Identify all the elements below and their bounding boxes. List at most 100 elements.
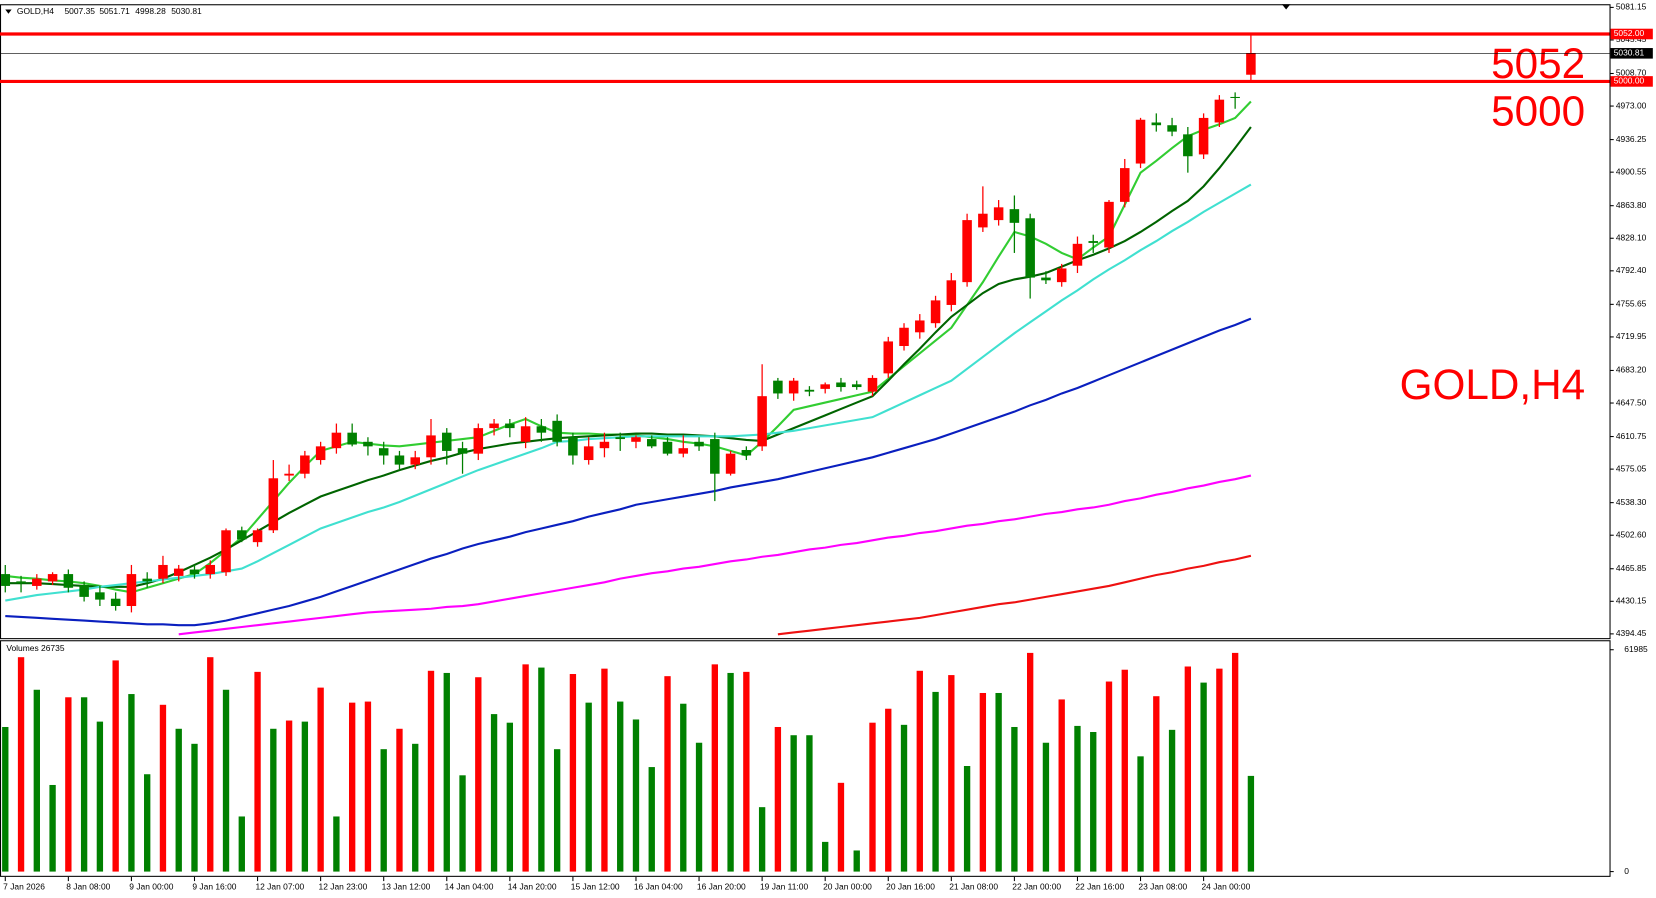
volume-bar (475, 677, 482, 872)
y-tick-label: 5008.70 (1616, 68, 1647, 78)
candle-body (725, 453, 736, 474)
candle-body (205, 564, 216, 575)
candle-body (110, 598, 121, 607)
volume-bar (427, 670, 435, 872)
price-plot (1, 34, 1256, 636)
x-tick-label: 22 Jan 16:00 (1075, 882, 1124, 892)
volume-bar (207, 657, 214, 872)
volume-bar (33, 689, 40, 872)
candle-body (1167, 125, 1177, 132)
x-tick-label: 15 Jan 12:00 (571, 882, 620, 892)
candle-body (394, 455, 405, 465)
x-tick-label: 16 Jan 20:00 (697, 882, 746, 892)
candle-body (552, 420, 562, 442)
volume-bar (2, 726, 9, 872)
x-tick-label: 7 Jan 2026 (3, 882, 45, 892)
volume-bar (680, 703, 687, 872)
candle-body (773, 380, 783, 394)
y-tick-label: 5081.15 (1616, 2, 1647, 12)
candle-body (378, 448, 389, 456)
shift-marker (1281, 4, 1291, 10)
candle-body (32, 578, 42, 586)
candle-body (221, 530, 231, 573)
volume-bar (743, 671, 750, 872)
volume-bar (727, 672, 734, 872)
volume-bar (1058, 699, 1065, 872)
volume-bar (695, 742, 703, 872)
candle-body (1025, 218, 1035, 278)
moving-average-line (5, 317, 1252, 627)
candle-body (962, 220, 972, 283)
volume-bar (601, 668, 608, 872)
x-tick-label: 14 Jan 20:00 (508, 882, 557, 892)
x-tick-label: 24 Jan 00:00 (1201, 882, 1250, 892)
candle-body (946, 280, 957, 305)
candle-body (173, 568, 184, 576)
candle-body (678, 448, 689, 454)
candle-body (1151, 122, 1162, 126)
y-tick-label: 4792.40 (1616, 265, 1647, 275)
candle-body (237, 530, 247, 540)
y-tick-label: 4502.60 (1616, 529, 1647, 539)
volume-bar (853, 850, 860, 872)
x-tick-label: 19 Jan 11:00 (760, 882, 808, 892)
candle-body (599, 441, 610, 449)
volume-bar (301, 721, 309, 872)
candle-body (1120, 168, 1130, 202)
level-price-box (1610, 76, 1653, 87)
candle-body (473, 428, 484, 454)
candle-body (1214, 99, 1225, 123)
x-tick-label: 21 Jan 08:00 (949, 882, 998, 892)
volume-bar (317, 687, 324, 872)
volume-bar (396, 728, 403, 872)
candle-body (300, 455, 310, 474)
header-close: 5030.81 (171, 6, 202, 16)
volume-bar (948, 675, 955, 872)
volume-bar (222, 689, 230, 872)
candle-body (1230, 96, 1240, 98)
menu-arrow[interactable] (5, 9, 12, 14)
volume-bar (585, 702, 592, 872)
candle-body (1088, 241, 1098, 243)
chart-title: GOLD,H4 (1400, 361, 1586, 408)
volume-bar (49, 784, 56, 872)
volume-bar (538, 667, 545, 872)
volume-bar (96, 721, 104, 872)
y-tick-label: 4828.10 (1616, 232, 1647, 242)
level-annotation: 5052 (1491, 40, 1585, 87)
x-tick-label: 12 Jan 23:00 (319, 882, 368, 892)
volume-bar (790, 735, 797, 872)
candle-body (930, 300, 941, 324)
y-tick-label: 61985 (1624, 644, 1648, 654)
candle-body (252, 530, 263, 543)
volume-bar (80, 697, 88, 872)
candle-body (867, 377, 878, 392)
candle-body (1104, 201, 1114, 248)
volume-bar (822, 841, 829, 872)
x-tick-label: 12 Jan 07:00 (255, 882, 304, 892)
x-tick-label: 13 Jan 12:00 (382, 882, 431, 892)
candle-body (899, 327, 909, 347)
x-tick-label: 9 Jan 00:00 (129, 882, 173, 892)
y-tick-label: 4973.00 (1616, 100, 1647, 110)
candle-body (536, 426, 547, 433)
y-tick-label: 4863.80 (1616, 200, 1647, 210)
candle-body (757, 396, 767, 447)
y-tick-label: 4900.55 (1616, 166, 1647, 176)
level-price-label: 5000.00 (1614, 76, 1645, 86)
candle-body (978, 213, 988, 228)
volume-bar (191, 743, 198, 872)
y-tick-label: 4755.65 (1616, 299, 1647, 309)
candle-body (142, 578, 152, 582)
volume-bar (932, 691, 939, 872)
header-low: 4998.28 (135, 6, 166, 16)
volume-bar (979, 692, 987, 872)
volume-pane (0, 640, 1611, 877)
candle-body (1041, 277, 1051, 281)
candle-body (583, 446, 594, 461)
volume-bar (758, 807, 766, 872)
volume-bar (364, 701, 372, 872)
candle-body (820, 384, 830, 389)
candle-body (442, 432, 452, 451)
